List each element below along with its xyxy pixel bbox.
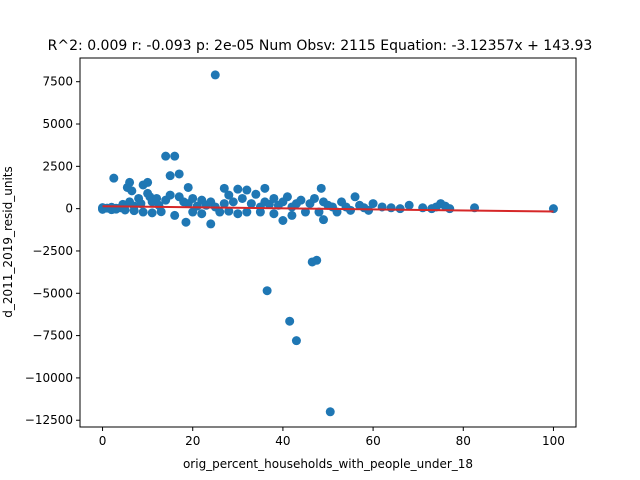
- data-point: [287, 210, 297, 220]
- x-tick-label: 0: [99, 434, 107, 448]
- data-point: [325, 407, 335, 417]
- data-point: [174, 169, 184, 179]
- data-point: [210, 70, 220, 80]
- data-point: [291, 336, 301, 346]
- data-point: [183, 182, 193, 192]
- data-point: [309, 193, 319, 203]
- data-point: [233, 184, 243, 194]
- data-point: [188, 193, 198, 203]
- x-tick-label: 60: [365, 434, 380, 448]
- x-tick-label: 80: [456, 434, 471, 448]
- data-point: [170, 210, 180, 220]
- data-point: [125, 177, 135, 187]
- data-point: [386, 203, 396, 213]
- data-point: [395, 204, 405, 214]
- data-point: [224, 190, 234, 200]
- data-point: [255, 207, 265, 217]
- data-point: [143, 177, 153, 187]
- data-point: [165, 171, 175, 181]
- data-point: [224, 206, 234, 216]
- data-point: [285, 316, 295, 326]
- chart-title: R^2: 0.009 r: -0.093 p: 2e-05 Num Obsv: …: [48, 38, 593, 54]
- data-point: [181, 217, 191, 227]
- y-axis-label: d_2011_2019_resid_units: [1, 166, 15, 317]
- regression-line: [102, 205, 554, 213]
- data-point: [170, 151, 180, 161]
- data-point: [260, 183, 270, 193]
- data-point: [246, 199, 256, 209]
- data-point: [364, 205, 374, 215]
- data-point: [161, 151, 171, 161]
- data-point: [404, 200, 414, 210]
- data-point: [165, 190, 175, 200]
- data-point: [282, 192, 292, 202]
- x-tick-label: 100: [542, 434, 565, 448]
- data-point: [318, 215, 328, 225]
- y-tick-label: 7500: [42, 75, 73, 89]
- data-point: [215, 207, 225, 217]
- data-point: [219, 199, 229, 209]
- data-point: [152, 193, 162, 203]
- data-point: [242, 185, 252, 195]
- x-tick-label: 20: [185, 434, 200, 448]
- data-point: [219, 183, 229, 193]
- data-point: [233, 209, 243, 219]
- points-layer: [98, 70, 558, 417]
- data-point: [251, 189, 261, 199]
- data-point: [237, 193, 247, 203]
- data-point: [120, 205, 130, 215]
- x-ticks: 0 20 40 60 80 100: [99, 427, 565, 448]
- data-point: [269, 193, 279, 203]
- y-tick-label: −2500: [32, 244, 73, 258]
- data-point: [129, 206, 139, 216]
- data-point: [127, 186, 137, 196]
- regression-line-layer: [102, 205, 554, 213]
- data-point: [316, 183, 326, 193]
- data-point: [296, 195, 306, 205]
- data-point: [368, 199, 378, 209]
- y-tick-label: −10000: [25, 371, 73, 385]
- data-point: [350, 192, 360, 202]
- data-point: [300, 207, 310, 217]
- data-point: [228, 197, 238, 207]
- data-point: [262, 286, 272, 296]
- data-point: [206, 219, 216, 229]
- data-point: [278, 215, 288, 225]
- data-point: [346, 205, 356, 215]
- y-tick-label: −7500: [32, 329, 73, 343]
- y-tick-label: 0: [65, 202, 73, 216]
- data-point: [197, 209, 207, 219]
- y-tick-label: −5000: [32, 286, 73, 300]
- y-ticks: −12500 −10000 −7500 −5000 −2500 0 2500 5000 7500: [25, 75, 80, 427]
- data-point: [269, 209, 279, 219]
- y-tick-label: −12500: [25, 413, 73, 427]
- data-point: [156, 207, 166, 217]
- data-point: [147, 208, 157, 218]
- y-tick-label: 2500: [42, 159, 73, 173]
- x-tick-label: 40: [275, 434, 290, 448]
- data-point: [445, 204, 455, 214]
- data-point: [242, 207, 252, 217]
- data-point: [314, 207, 324, 217]
- data-point: [138, 207, 148, 217]
- data-point: [109, 173, 119, 183]
- plot-frame: [79, 57, 577, 428]
- y-tick-label: 5000: [42, 117, 73, 131]
- data-point: [312, 255, 322, 265]
- x-axis-label: orig_percent_households_with_people_unde…: [183, 457, 473, 471]
